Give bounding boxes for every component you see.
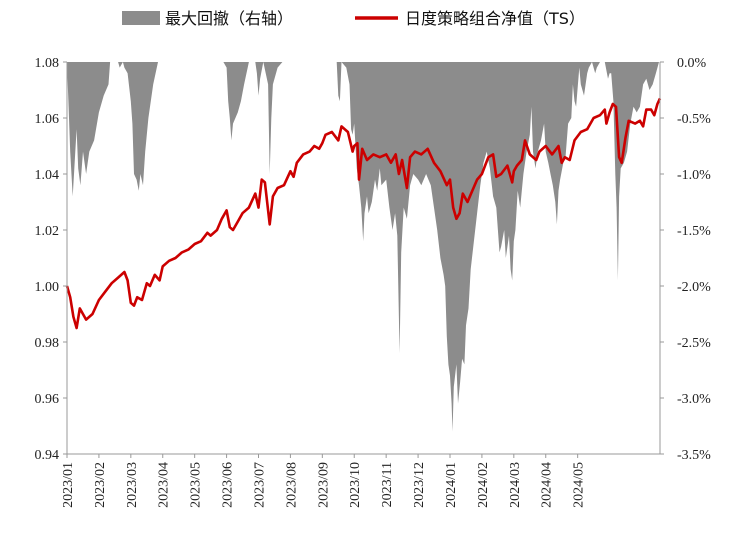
x-tick-label: 2024/03 — [508, 462, 523, 508]
left-tick-label: 0.98 — [35, 336, 60, 351]
left-tick-label: 1.00 — [35, 280, 60, 295]
right-tick-label: 0.0% — [677, 56, 707, 71]
x-tick-label: 2024/05 — [572, 462, 587, 508]
right-tick-label: -2.0% — [677, 280, 711, 295]
x-tick-label: 2023/03 — [125, 462, 140, 508]
left-tick-label: 0.94 — [35, 448, 60, 463]
x-tick-label: 2023/11 — [380, 462, 395, 507]
x-tick-label: 2024/04 — [540, 462, 555, 508]
nav-line — [65, 97, 662, 330]
x-tick-label: 2023/08 — [284, 462, 299, 508]
right-tick-label: -1.0% — [677, 168, 711, 183]
x-tick-label: 2023/02 — [93, 462, 108, 508]
x-tick-label: 2023/12 — [412, 462, 427, 508]
right-tick-label: -3.0% — [677, 392, 711, 407]
axes: 0.94 0.96 0.98 1.00 1.02 1.04 1.06 1.08 0.0% -0.5… — [35, 56, 712, 508]
right-tick-label: -0.5% — [677, 112, 711, 127]
x-tick-label: 2023/05 — [189, 462, 204, 508]
left-tick-label: 1.06 — [35, 112, 60, 127]
right-tick-label: -2.5% — [677, 336, 711, 351]
x-tick-label: 2023/09 — [316, 462, 331, 508]
x-tick-label: 2023/01 — [61, 462, 76, 508]
left-tick-label: 1.04 — [35, 168, 60, 183]
right-tick-label: -1.5% — [677, 224, 711, 239]
left-tick-label: 1.08 — [35, 56, 60, 71]
drawdown-area — [67, 62, 660, 432]
x-tick-label: 2023/04 — [157, 462, 172, 508]
x-tick-label: 2024/02 — [476, 462, 491, 508]
legend: 最大回撤（右轴） 日度策略组合净值（TS） — [122, 9, 585, 28]
x-tick-label: 2023/10 — [348, 462, 363, 508]
x-tick-label: 2023/07 — [252, 462, 267, 508]
right-tick-label: -3.5% — [677, 448, 711, 463]
left-tick-label: 0.96 — [35, 392, 60, 407]
left-tick-label: 1.02 — [35, 224, 60, 239]
legend-drawdown-swatch — [122, 11, 160, 25]
x-tick-label: 2024/01 — [444, 462, 459, 508]
legend-drawdown-label: 最大回撤（右轴） — [165, 9, 293, 28]
legend-nav-label: 日度策略组合净值（TS） — [405, 9, 585, 28]
x-tick-label: 2023/06 — [221, 462, 236, 508]
